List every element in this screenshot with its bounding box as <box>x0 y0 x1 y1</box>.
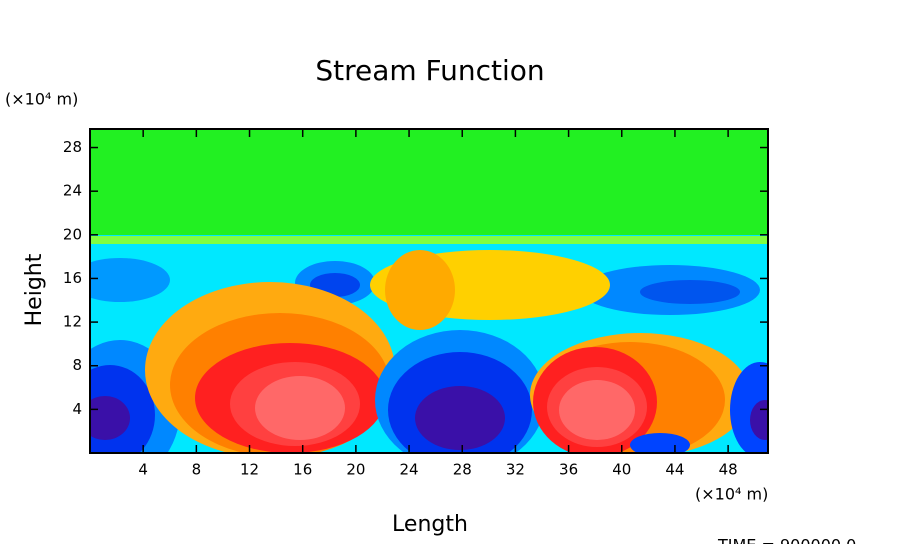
x-tick-label: 48 <box>719 461 738 479</box>
y-tick-label: 4 <box>72 400 82 418</box>
x-tick-label: 36 <box>559 461 578 479</box>
x-tick-label: 4 <box>138 461 148 479</box>
y-tick-label: 8 <box>72 356 82 374</box>
y-axis-label: Height <box>22 253 47 326</box>
x-tick-label: 28 <box>453 461 472 479</box>
y-tick-label: 16 <box>63 269 82 287</box>
x-unit: (×10⁴ m) <box>695 485 768 504</box>
time-annotation: TIME = 900000.0 <box>717 536 856 544</box>
contour-field <box>90 129 768 453</box>
x-tick-label: 24 <box>400 461 419 479</box>
y-unit: (×10⁴ m) <box>5 90 78 109</box>
chart-title: Stream Function <box>315 54 544 87</box>
y-tick-label: 12 <box>63 313 82 331</box>
x-axis-label: Length <box>392 512 468 537</box>
y-tick-label: 20 <box>63 225 82 243</box>
x-tick-label: 8 <box>192 461 202 479</box>
x-tick-label: 20 <box>346 461 365 479</box>
x-tick-label: 40 <box>612 461 631 479</box>
plot-frame <box>89 128 769 454</box>
y-tick-label: 28 <box>63 138 82 156</box>
y-tick-label: 24 <box>63 182 82 200</box>
x-tick-label: 44 <box>665 461 684 479</box>
x-tick-label: 32 <box>506 461 525 479</box>
x-tick-label: 16 <box>293 461 312 479</box>
x-tick-label: 12 <box>240 461 259 479</box>
